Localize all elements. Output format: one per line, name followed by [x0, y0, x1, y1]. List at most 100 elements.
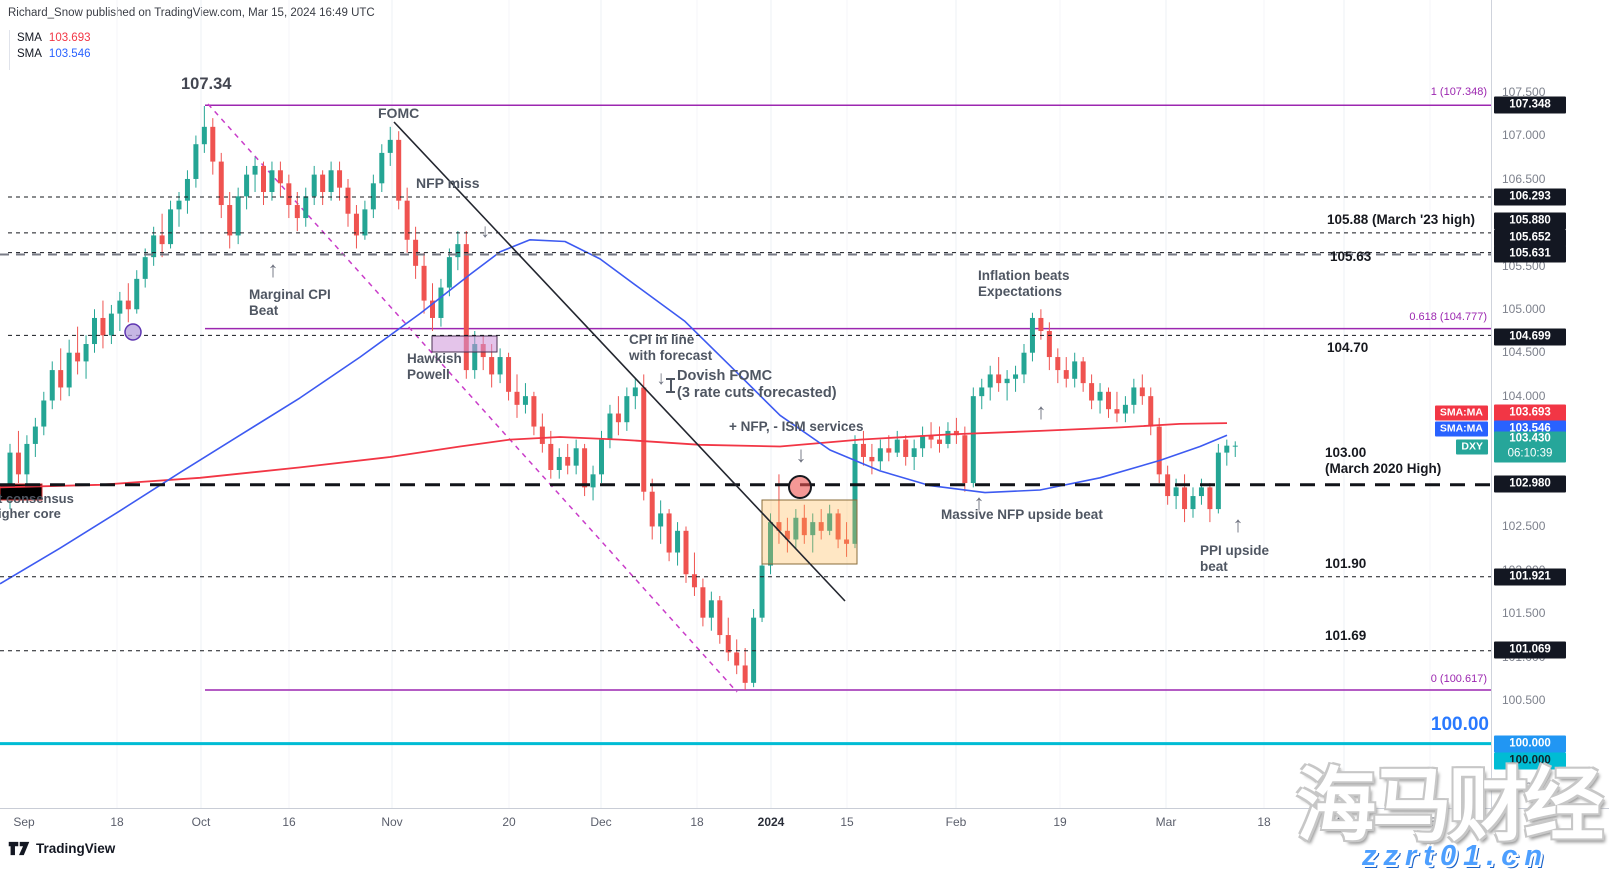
axis-tag-smama: SMA:MA [1434, 405, 1488, 421]
time-tick: 20 [502, 815, 516, 829]
annotation-text: Hawkish Powell [407, 351, 462, 382]
candle-body [844, 539, 850, 544]
candle-body [446, 257, 452, 288]
dxy-price-label: 103.430 06:10:39 [1494, 431, 1566, 463]
candle-body [15, 452, 21, 475]
candle-body [649, 491, 655, 527]
price-tick: 101.500 [1502, 606, 1546, 620]
candle-body [717, 600, 723, 636]
axis-tag-dxy: DXY [1456, 439, 1488, 455]
tradingview-brand[interactable]: TradingView [8, 841, 115, 856]
candle-body [1215, 452, 1221, 510]
candle-body [582, 448, 588, 488]
candle-body [176, 200, 182, 210]
candle-body [455, 244, 461, 258]
candle-body [142, 257, 148, 279]
candle-body [404, 200, 410, 240]
chart-canvas[interactable]: FOMC NFP miss Marginal CPI Beat Hawkish Pow… [0, 0, 1491, 808]
price-level-text: 104.70 [1327, 340, 1369, 355]
fib-label: 1 (107.348) [1430, 86, 1487, 98]
candle-body [421, 265, 427, 301]
time-tick: 19 [1053, 815, 1067, 829]
candle-body [632, 387, 638, 397]
candlestick-chart[interactable] [0, 0, 1491, 808]
time-tick: Mar [1155, 815, 1177, 829]
candle-body [1207, 487, 1213, 510]
legend-sma-red[interactable]: SMA 103.693 [17, 30, 91, 46]
time-tick: 18 [690, 815, 704, 829]
candle-body [979, 387, 985, 397]
candle-body [514, 391, 520, 405]
time-axis[interactable]: Sep 18 Oct 16 Nov 20 Dec 18 2024 15 Feb 19 Mar 18 Apr 1… [0, 808, 1609, 837]
down-arrow-icon: ↓ [656, 368, 666, 389]
candle-body [227, 205, 233, 236]
candle-body [860, 443, 866, 457]
candle-body [996, 374, 1002, 384]
candle-body [58, 370, 64, 388]
candle-body [75, 352, 81, 362]
candle-body [962, 435, 968, 484]
legend-sma-red-label: SMA [17, 32, 42, 44]
candle-body [937, 439, 942, 444]
axis-tag-smama: SMA:MA [1434, 421, 1488, 437]
price-label-colored: 100.000 [1494, 752, 1566, 770]
time-tick: Oct [191, 815, 211, 829]
candle-body [1122, 404, 1128, 414]
dxy-countdown: 06:10:39 [1507, 447, 1553, 460]
consolidation-zone [761, 499, 858, 565]
candle-body [1198, 487, 1204, 497]
price-tick: 107.500 [1502, 85, 1546, 99]
candle-body [244, 174, 250, 197]
candle-body [117, 300, 123, 314]
candle-body [1080, 361, 1086, 384]
candle-body [66, 352, 72, 388]
candle-body [1224, 445, 1230, 453]
candle-body [1190, 496, 1196, 510]
candle-body [379, 152, 385, 184]
candle-body [506, 357, 512, 392]
price-level-text: 103.00 (March 2020 High) [1325, 445, 1442, 476]
candle-body [548, 443, 554, 470]
annotation-text: Massive NFP upside beat [941, 507, 1103, 522]
candle-body [818, 522, 824, 531]
candle-body [1165, 474, 1171, 497]
price-level-text: 101.90 [1325, 556, 1367, 571]
candle-body [201, 126, 207, 145]
time-tick: Feb [945, 815, 967, 829]
annotation-text: FOMC [378, 105, 420, 121]
time-tick: Dec [590, 815, 612, 829]
candle-body [218, 161, 224, 206]
price-axis[interactable]: 107.500107.000106.500106.000105.500105.0… [1491, 0, 1609, 836]
down-arrow-icon: ↓ [480, 221, 490, 242]
candle-body [658, 513, 664, 527]
fomc-trendline [393, 121, 846, 602]
time-tick: 15 [1423, 815, 1437, 829]
time-tick: 16 [282, 815, 296, 829]
up-arrow-icon: ↑ [973, 490, 985, 515]
candle-body [261, 165, 266, 192]
candle-body [235, 196, 241, 236]
candle-body [1232, 445, 1238, 447]
candle-body [1106, 391, 1111, 410]
candle-body [100, 317, 106, 336]
price-label: 105.631 [1494, 245, 1566, 263]
candle-body [1114, 409, 1120, 414]
candle-body [691, 574, 697, 588]
candle-body [827, 513, 833, 531]
candle-body [32, 426, 38, 444]
legend-sma-blue[interactable]: SMA 103.546 [17, 46, 91, 62]
candle-body [666, 513, 672, 553]
candle-body [869, 456, 875, 462]
red-marker [788, 475, 812, 499]
candle-body [903, 439, 909, 457]
candle-body [852, 443, 858, 544]
annotation-text: Dovish FOMC (3 rate cuts forecasted) [677, 368, 837, 401]
candle-body [556, 456, 562, 470]
sma-red-line [0, 422, 1228, 489]
candle-body [387, 139, 393, 153]
candle-body [472, 344, 478, 371]
candle-body [463, 244, 469, 371]
candle-body [489, 357, 495, 375]
candle-body [1046, 330, 1052, 358]
candle-body [1182, 487, 1188, 510]
